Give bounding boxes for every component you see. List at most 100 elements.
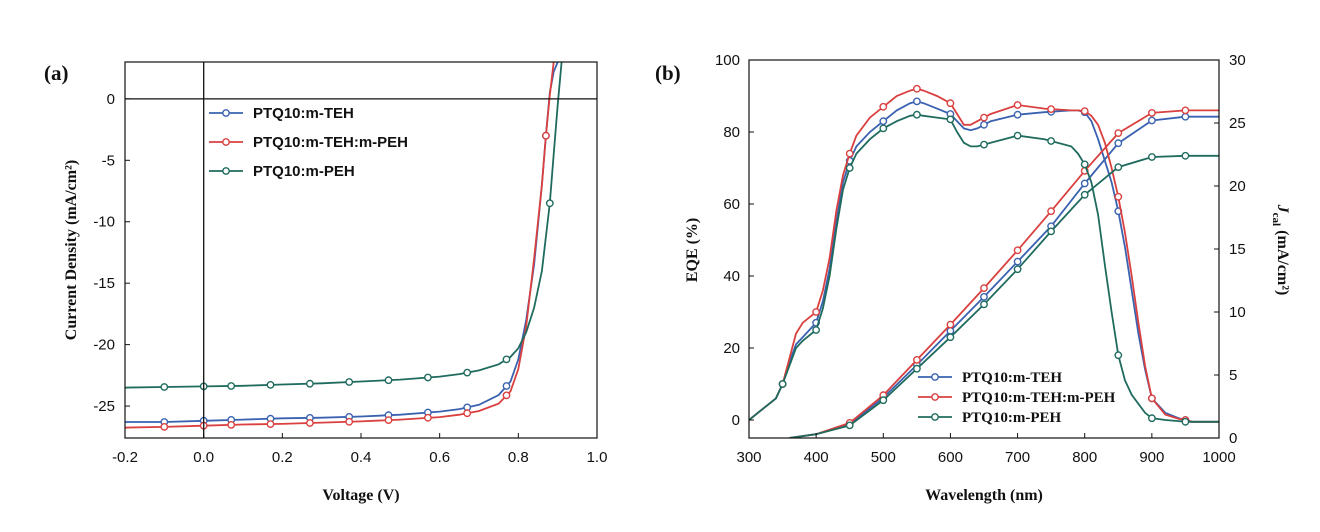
panel-b-y-tick-label: 20 — [723, 340, 740, 357]
panel-a-y-tick-label: 0 — [107, 91, 115, 108]
panel-b-eqe-point — [1013, 131, 1022, 140]
panel-b-eqe-point — [1080, 160, 1089, 169]
panel-b-jcal-point — [913, 364, 921, 373]
panel-a-data-point — [227, 382, 236, 390]
panel-b-eqe-point — [1114, 351, 1123, 360]
panel-a-legend-entry: PTQ10:m-TEH:m-PEH — [209, 134, 408, 151]
panel-a-data-point — [160, 422, 169, 431]
panel-b-label: (b) — [655, 61, 681, 85]
panel-b-jcal-point — [879, 396, 888, 405]
panel-b-eqe-point — [1013, 110, 1022, 119]
panel-a-data-point — [384, 416, 393, 424]
panel-a-x-tick-label: 1.0 — [587, 449, 608, 466]
panel-b-jcal-point — [946, 326, 955, 335]
panel-b-eqe-point — [1148, 394, 1156, 403]
panel-b-right-tick-label: 30 — [1229, 52, 1246, 69]
panel-b-jcal-point — [1148, 116, 1156, 125]
panel-b-jcal-point — [946, 333, 955, 342]
panel-a-reference-lines — [125, 62, 597, 438]
panel-a-x-tick-label: -0.2 — [112, 449, 138, 466]
panel-b-eqe-point — [1181, 417, 1190, 426]
panel-b-right-tick-label: 15 — [1229, 241, 1246, 258]
panel-b-eqe-point — [812, 308, 820, 316]
panel-a-data-point — [305, 379, 314, 388]
panel-b-jcal-line — [789, 115, 1219, 438]
panel-b-legend-entry: PTQ10:m-PEH — [918, 410, 1061, 426]
panel-a-y-axis-title: Current Density (mA/cm²) — [63, 160, 80, 340]
panel-b-eqe-point — [879, 117, 888, 126]
panel-b-jcal-point — [1047, 207, 1056, 216]
panel-a-legend-label: PTQ10:m-TEH:m-PEH — [253, 134, 408, 151]
panel-a-data-point — [545, 199, 554, 208]
panel-b-jcal-point — [1114, 129, 1123, 138]
panel-b-jcal-point — [980, 284, 988, 292]
panel-a-ticks: -0.2 0.0 0.2 0.4 0.6 0.8 1.0 0 -5 -10 -15 -20 -25 — [93, 91, 607, 466]
panel-b-legend: PTQ10:m-TEH PTQ10:m-TEH:m-PEH PTQ10:m-PEH — [918, 370, 1116, 426]
panel-a-x-tick-label: 0.8 — [508, 449, 529, 466]
panel-b-eqe-chart: (b) 300 400 500 600 700 800 900 100002040608010… — [655, 52, 1291, 504]
panel-b-jcal-point — [1148, 109, 1156, 117]
panel-a-y-tick-label: -10 — [93, 214, 115, 231]
panel-a-legend-marker — [222, 138, 230, 146]
panel-a-legend-label: PTQ10:m-TEH — [253, 105, 354, 122]
panel-a-jv-chart: (a) -0.2 0.0 0.2 0.4 0.6 0.8 1.0 0 -5 -10 -15 -20 -2… — [44, 61, 607, 504]
panel-b-x-tick-label: 700 — [1005, 449, 1030, 466]
panel-b-right-tick-label: 10 — [1229, 304, 1246, 321]
panel-b-right-tick-label: 20 — [1229, 178, 1246, 195]
panel-a-data-point — [502, 355, 511, 364]
panel-b-legend-label: PTQ10:m-TEH:m-PEH — [962, 390, 1116, 406]
panel-a-y-tick-label: -15 — [93, 275, 115, 292]
panel-b-jcal-point — [1047, 227, 1056, 236]
panel-b-y-tick-label: 60 — [723, 196, 740, 213]
panel-b-eqe-point — [845, 149, 854, 158]
panel-b-y-tick-label: 100 — [715, 52, 740, 69]
panel-b-jcal-point — [1080, 179, 1089, 188]
panel-b-ticks: 300 400 500 600 700 800 900 1000020406080100051… — [715, 52, 1246, 466]
panel-b-eqe-line — [749, 87, 1219, 423]
panel-a-legend-label: PTQ10:m-PEH — [253, 163, 355, 180]
panel-a-data-point — [423, 373, 432, 382]
panel-a-x-tick-label: 0.0 — [193, 449, 214, 466]
panel-b-series-3 — [749, 110, 1219, 438]
panel-a-data-point — [423, 413, 432, 422]
panel-b-eqe-point — [879, 124, 888, 133]
panel-a-data-point — [227, 420, 236, 429]
panel-a-data-point — [542, 131, 550, 140]
panel-b-eqe-point — [1114, 192, 1123, 201]
panel-b-right-axis-title: Jcal (mA/cm²) — [1270, 204, 1291, 296]
panel-b-y-tick-label: 0 — [732, 412, 740, 429]
panel-a-data-point — [305, 419, 314, 427]
panel-b-right-tick-label: 0 — [1229, 430, 1237, 447]
panel-b-x-axis-title: Wavelength (nm) — [925, 487, 1043, 504]
panel-b-jcal-point — [980, 292, 988, 301]
panel-b-x-tick-label: 1000 — [1202, 449, 1235, 466]
panel-b-jcal-point — [845, 421, 854, 430]
panel-a-legend-entry: PTQ10:m-PEH — [209, 163, 355, 180]
panel-a-y-tick-label: -20 — [93, 337, 115, 354]
panel-b-eqe-point — [778, 380, 787, 388]
panel-b-eqe-point — [1047, 137, 1056, 145]
panel-a-data-point — [463, 368, 472, 377]
panel-b-eqe-point — [1013, 101, 1022, 109]
panel-b-legend-marker — [931, 393, 939, 401]
panel-b-eqe-line — [749, 100, 1219, 423]
panel-a-data-point — [384, 376, 393, 385]
panel-a-data-point — [502, 382, 511, 390]
panel-b-jcal-line — [789, 154, 1219, 438]
panel-b-jcal-point — [1114, 139, 1123, 148]
panel-b-jcal-point — [1181, 106, 1190, 115]
panel-b-right-tick-label: 25 — [1229, 115, 1246, 132]
right-axis-title-symbol: J — [1274, 204, 1291, 214]
panel-b-x-tick-label: 600 — [938, 449, 963, 466]
panel-a-data-point — [345, 378, 354, 386]
panel-b-x-tick-label: 500 — [871, 449, 896, 466]
panel-a-x-axis-title: Voltage (V) — [322, 487, 399, 504]
panel-b-eqe-point — [812, 326, 820, 334]
panel-a-legend: PTQ10:m-TEH PTQ10:m-TEH:m-PEH PTQ10:m-PEH — [209, 105, 408, 180]
panel-b-eqe-point — [946, 99, 955, 108]
panel-b-y-tick-label: 80 — [723, 124, 740, 141]
panel-a-data-point — [160, 383, 169, 391]
panel-a-series-3 — [125, 62, 563, 391]
panel-b-legend-marker — [931, 373, 939, 381]
panel-a-label: (a) — [44, 61, 69, 85]
